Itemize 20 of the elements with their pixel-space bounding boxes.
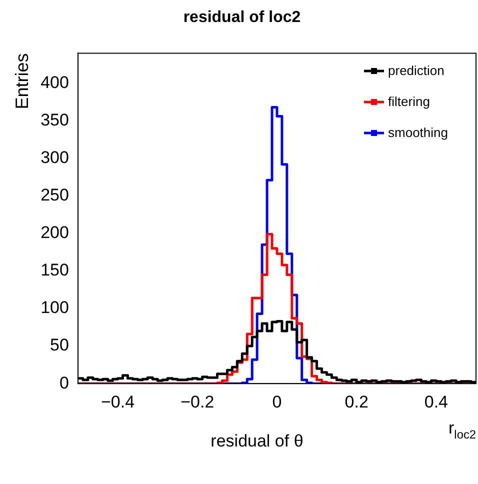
y-tick-label: 150 <box>40 260 69 280</box>
x-tick-label: −0.4 <box>100 392 135 412</box>
y-tick-label: 400 <box>40 72 69 92</box>
y-tick-label: 50 <box>50 336 69 355</box>
x-tick-label: −0.2 <box>180 392 214 412</box>
y-tick-label: 250 <box>40 186 69 205</box>
legend-label: prediction <box>388 62 444 80</box>
y-tick-label: 0 <box>59 373 69 392</box>
y-tick-label: 350 <box>40 110 69 130</box>
x-tick-label: 0.2 <box>344 392 368 412</box>
legend-label: filtering <box>388 93 430 111</box>
y-tick-label: 100 <box>40 298 69 318</box>
x-tick-label: 0 <box>272 392 282 412</box>
legend-label: smoothing <box>388 124 448 142</box>
y-tick-label: 300 <box>40 148 69 168</box>
y-tick-label: 200 <box>40 223 69 242</box>
y-axis-title: Entries <box>12 53 32 110</box>
text: residual of θ <box>210 432 304 451</box>
x-tick-label: 0.4 <box>424 392 448 412</box>
chart-title: residual of loc2 <box>183 9 301 26</box>
